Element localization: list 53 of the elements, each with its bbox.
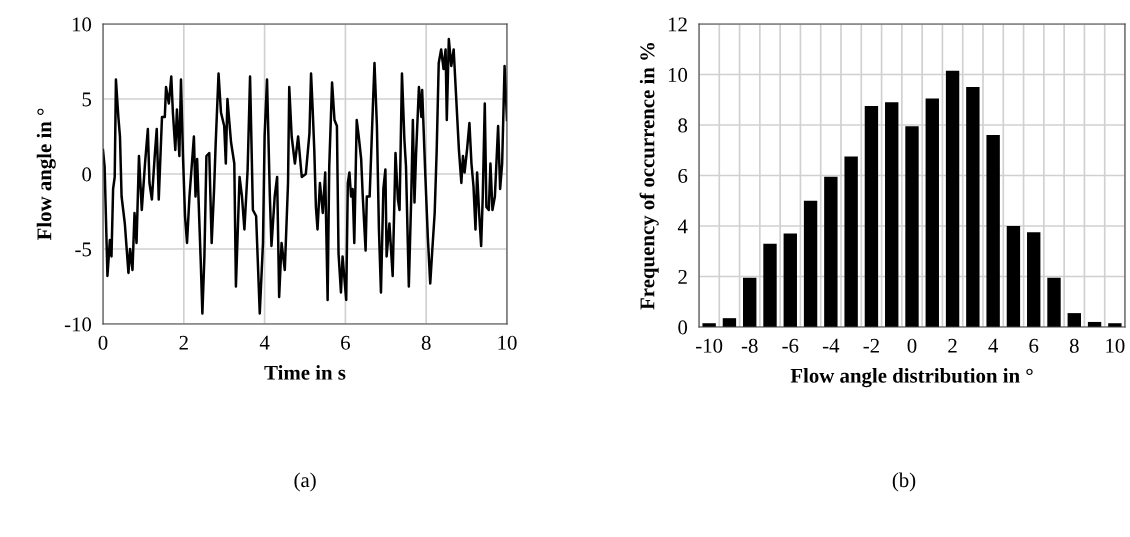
x-tick-label: 10 — [1106, 338, 1125, 353]
y-tick-label: 0 — [82, 167, 92, 182]
bar — [864, 106, 879, 327]
bar — [986, 135, 1000, 327]
x-tick-label: 6 — [1029, 338, 1039, 353]
y-tick-label: -10 — [64, 317, 92, 332]
bar — [925, 98, 939, 327]
x-tick-label: -10 — [696, 338, 723, 353]
y-tick-label: 2 — [678, 269, 687, 284]
bar — [885, 102, 899, 327]
x-tick-label: 8 — [1069, 338, 1079, 353]
bar — [803, 200, 818, 327]
y-axis-title: Frequency of occurrence in % — [639, 43, 659, 310]
x-tick-label: 0 — [98, 335, 108, 350]
bar — [1047, 277, 1061, 327]
text: (b) — [892, 472, 916, 492]
bar — [905, 126, 919, 327]
x-axis-title: Time in s — [264, 365, 346, 380]
y-tick-label: 10 — [668, 67, 688, 82]
x-tick-label: -6 — [782, 338, 799, 353]
y-tick-label: 10 — [72, 17, 92, 32]
x-tick-label: -2 — [863, 338, 879, 353]
bar — [743, 277, 757, 327]
bar — [844, 156, 858, 327]
y-tick-label: 8 — [678, 118, 688, 133]
x-tick-label: 4 — [259, 335, 270, 350]
x-tick-label: 6 — [341, 335, 350, 350]
y-axis-title: Flow angle in ° — [36, 108, 56, 241]
y-tick-label: 12 — [668, 17, 687, 32]
x-tick-label: -8 — [741, 338, 758, 353]
x-tick-label: 4 — [988, 338, 999, 353]
bar — [824, 176, 838, 327]
x-tick-label: -4 — [822, 338, 840, 353]
bar — [1006, 226, 1021, 327]
bar — [763, 243, 777, 327]
x-tick-label: 8 — [421, 335, 431, 350]
y-tick-label: 4 — [677, 219, 688, 234]
bar — [1027, 232, 1041, 327]
bar — [966, 87, 980, 327]
x-tick-label: 2 — [948, 338, 957, 353]
bar — [1067, 313, 1081, 327]
text: (a) — [294, 472, 316, 492]
line-series — [103, 37, 507, 315]
y-tick-label: 6 — [678, 168, 688, 183]
x-tick-label: 2 — [179, 335, 188, 350]
x-tick-label: 0 — [907, 338, 917, 353]
bar — [945, 70, 960, 327]
y-tick-label: 5 — [82, 92, 92, 107]
y-tick-label: 0 — [678, 320, 688, 335]
y-tick-label: -5 — [75, 242, 92, 257]
x-axis-title: Flow angle distribution in ° — [790, 368, 1033, 388]
bar — [783, 233, 797, 327]
x-tick-label: 10 — [498, 335, 517, 350]
